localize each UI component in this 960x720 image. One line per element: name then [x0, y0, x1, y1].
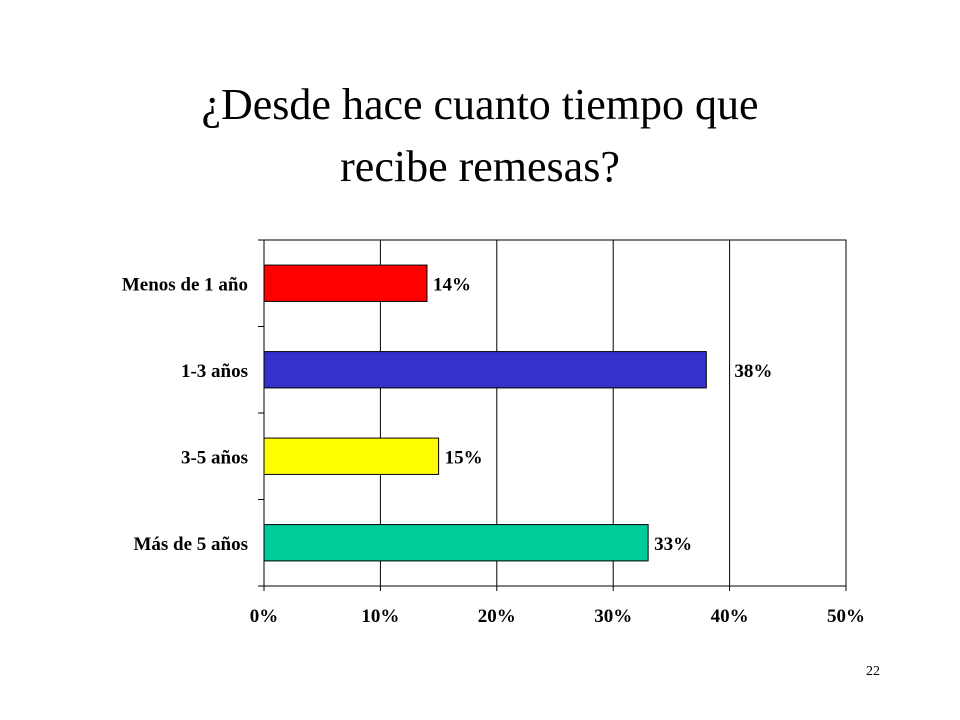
page-number: 22 [866, 664, 880, 679]
x-tick-label: 30% [594, 606, 632, 627]
x-tick-label: 20% [478, 606, 516, 627]
category-label: 3-5 años [181, 447, 248, 468]
x-tick-label: 0% [250, 606, 279, 627]
bar [263, 524, 649, 562]
data-label: 38% [734, 361, 772, 382]
data-label: 15% [445, 447, 483, 468]
bar [263, 351, 707, 389]
slide-title-line-1: ¿Desde hace cuanto tiempo que [201, 80, 759, 129]
x-tick-label: 40% [711, 606, 749, 627]
data-label: 33% [654, 534, 692, 555]
bar [263, 264, 428, 302]
category-label: Menos de 1 año [122, 274, 248, 295]
x-tick-label: 50% [827, 606, 865, 627]
slide-title-line-2: recibe remesas? [340, 142, 620, 191]
slide-title: ¿Desde hace cuanto tiempo que recibe rem… [80, 74, 880, 198]
category-label: Más de 5 años [133, 534, 248, 555]
x-tick-label: 10% [361, 606, 399, 627]
bar [263, 437, 440, 475]
category-label: 1-3 años [181, 361, 248, 382]
data-label: 14% [433, 274, 471, 295]
